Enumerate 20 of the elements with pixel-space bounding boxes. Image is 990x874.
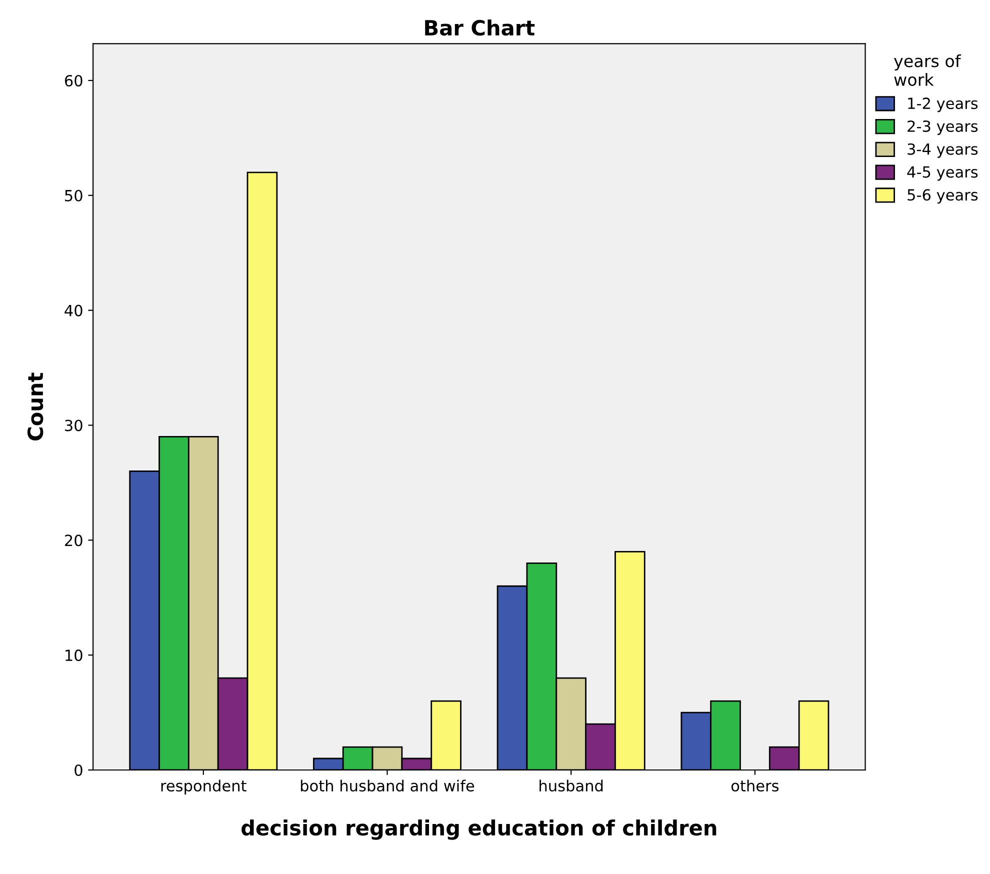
x-tick-label: husband xyxy=(540,780,603,792)
y-tick-label: 10 xyxy=(66,650,82,662)
y-tick-label: 60 xyxy=(64,74,82,86)
y-tick-label: 20 xyxy=(65,534,82,546)
legend-label: 4-5 years xyxy=(907,166,978,181)
legend-label: 2-3 years xyxy=(908,120,978,135)
x-tick-label: respondent xyxy=(161,780,246,794)
x-axis-title: decision regarding education of children xyxy=(242,820,716,840)
x-tick-label: others xyxy=(731,780,779,792)
y-axis-title: Count xyxy=(27,372,44,440)
y-tick-label: 30 xyxy=(65,420,82,432)
legend-label: 1-2 years xyxy=(908,98,978,112)
legend-label: 5-6 years xyxy=(908,189,978,204)
y-tick-label: 40 xyxy=(64,304,82,316)
legend-label: 3-4 years xyxy=(908,143,978,158)
y-tick-label: 50 xyxy=(65,190,82,202)
x-tick-label: both husband and wife xyxy=(300,780,474,792)
chart-title: Bar Chart xyxy=(425,20,535,36)
legend-title: years of work xyxy=(894,54,962,86)
y-tick-label: 0 xyxy=(74,764,82,776)
